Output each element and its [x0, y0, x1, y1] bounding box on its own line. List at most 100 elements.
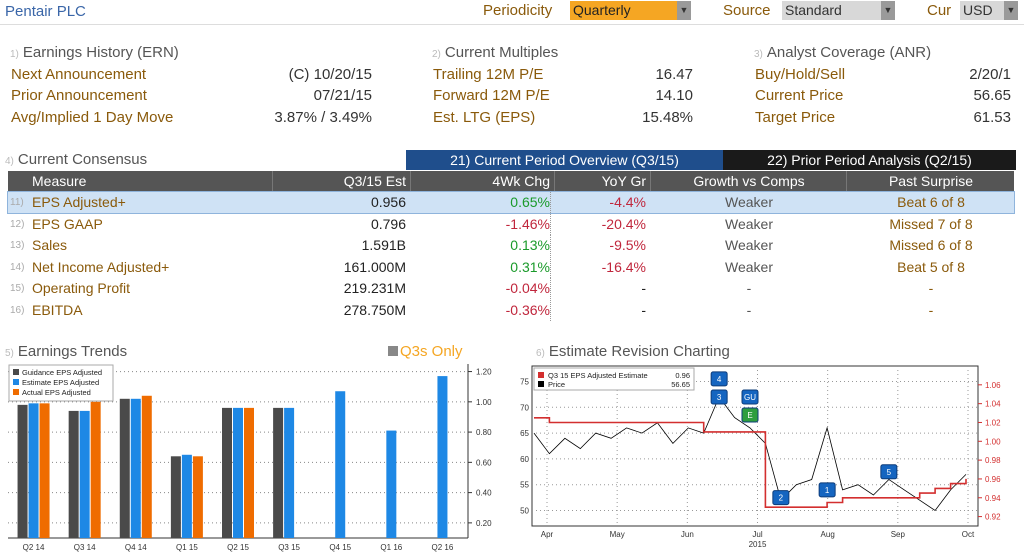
est-ltg-value: 15.48% — [642, 109, 693, 126]
growth-vs-comps-cell: Weaker — [725, 215, 773, 232]
measure-cell: Sales — [32, 237, 68, 253]
row-number: 13) — [10, 240, 25, 251]
row-number: 15) — [10, 283, 25, 294]
col-est[interactable]: Q3/15 Est — [343, 173, 406, 189]
row-number: 11) — [10, 197, 24, 208]
past-surprise-cell: - — [928, 301, 934, 318]
estimate-cell: 0.796 — [370, 215, 406, 232]
event-marker-label: 1 — [825, 486, 830, 495]
section-number: 5) — [5, 348, 14, 359]
prior-announcement-value: 07/21/15 — [313, 87, 372, 104]
legend-box — [8, 364, 114, 402]
header-divider — [0, 24, 1024, 25]
chevron-down-icon: ▼ — [881, 1, 895, 20]
measure-cell: EPS Adjusted+ — [32, 194, 126, 210]
left-tick-label: 60 — [520, 455, 529, 464]
next-announcement-value: (C) 10/20/15 — [288, 66, 372, 83]
estimate-revision-title[interactable]: 6) Estimate Revision Charting — [536, 343, 730, 360]
source-dropdown[interactable]: Standard ▼ — [782, 1, 895, 20]
x-tick-label: Q3 14 — [74, 543, 96, 552]
section-title: Estimate Revision Charting — [548, 343, 730, 360]
table-row[interactable]: 15) Operating Profit 219.231M -0.04% - - - — [8, 278, 1014, 299]
table-row[interactable]: 12) EPS GAAP 0.796 -1.46% -20.4% Weaker Missed… — [8, 213, 1014, 235]
x-tick-label: Q2 15 — [227, 543, 249, 552]
x-tick-label: Q4 15 — [329, 543, 351, 552]
event-marker-label: GU — [744, 393, 756, 402]
event-marker-label: E — [747, 411, 752, 420]
row-number: 12) — [10, 218, 25, 230]
buy-hold-sell-label: Buy/Hold/Sell — [755, 66, 846, 83]
earnings-history-title[interactable]: 1) Earnings History (ERN) — [10, 44, 179, 61]
bar — [192, 456, 203, 538]
estimate-cell: 219.231M — [343, 280, 406, 296]
measure-cell: EBITDA — [32, 301, 83, 318]
bar — [17, 404, 28, 538]
analyst-coverage-title[interactable]: 3) Analyst Coverage (ANR) — [754, 44, 931, 61]
x-tick-label: Jul — [752, 530, 762, 539]
table-row[interactable]: 11) EPS Adjusted+ 0.956 0.65% -4.4% Weaker Bea… — [7, 191, 1015, 214]
q3s-only-label: Q3s Only — [400, 343, 463, 360]
x-tick-label: May — [610, 530, 625, 539]
table-row[interactable]: 13) Sales 1.591B 0.13% -9.5% Weaker Missed 6 o… — [8, 235, 1014, 256]
four-week-change-cell: 0.31% — [412, 256, 551, 278]
yoy-growth-cell: - — [641, 301, 646, 318]
periodicity-label: Periodicity — [483, 2, 553, 19]
q3s-only-toggle[interactable]: Q3s Only — [388, 343, 463, 360]
bar — [79, 410, 90, 538]
bar — [181, 454, 192, 538]
bar — [39, 403, 50, 538]
past-surprise-cell: Beat 5 of 8 — [897, 258, 965, 275]
bar — [233, 407, 243, 538]
periodicity-dropdown[interactable]: Quarterly ▼ — [570, 1, 691, 20]
section-number: 4) — [5, 156, 14, 167]
day-move-label: Avg/Implied 1 Day Move — [11, 109, 174, 126]
right-tick-label: 0.98 — [985, 456, 1001, 465]
col-4wk-chg[interactable]: 4Wk Chg — [492, 173, 550, 189]
currency-dropdown[interactable]: USD ▼ — [960, 1, 1018, 20]
target-price-value: 61.53 — [973, 109, 1011, 126]
four-week-change-cell: 0.13% — [412, 235, 551, 256]
tab-prior-period[interactable]: 22) Prior Period Analysis (Q2/15) — [723, 150, 1016, 170]
right-tick-label: 0.92 — [985, 513, 1001, 522]
target-price-label: Target Price — [755, 109, 836, 126]
trailing-pe-label: Trailing 12M P/E — [433, 66, 544, 83]
col-growth-vs-comps[interactable]: Growth vs Comps — [693, 173, 805, 189]
event-marker-box — [710, 371, 728, 387]
left-tick-label: 50 — [520, 507, 529, 516]
source-value: Standard — [785, 2, 842, 18]
x-tick-label: Q3 15 — [278, 543, 300, 552]
bar — [244, 407, 254, 538]
event-marker-box — [710, 389, 728, 405]
est-ltg-label: Est. LTG (EPS) — [433, 109, 536, 126]
col-measure[interactable]: Measure — [32, 173, 87, 189]
left-tick-label: 75 — [520, 377, 529, 386]
measure-cell: EPS GAAP — [32, 215, 103, 232]
buy-hold-sell-value: 2/20/1 — [969, 66, 1011, 83]
tab-current-period[interactable]: 21) Current Period Overview (Q3/15) — [406, 150, 723, 170]
section-title: Earnings History (ERN) — [22, 44, 179, 61]
col-yoy-gr[interactable]: YoY Gr — [601, 173, 646, 189]
legend-swatch — [538, 372, 544, 378]
earnings-trends-title[interactable]: 5) Earnings Trends — [5, 343, 127, 360]
col-past-surprise[interactable]: Past Surprise — [888, 173, 974, 189]
event-marker: 4 — [710, 371, 728, 387]
y-tick-label: 1.00 — [476, 398, 492, 407]
table-row[interactable]: 16) EBITDA 278.750M -0.36% - - - — [8, 299, 1014, 321]
yoy-growth-cell: - — [641, 280, 646, 296]
consensus-title: 4) Current Consensus — [5, 151, 147, 168]
legend-label: Guidance EPS Adjusted — [22, 368, 102, 377]
forward-pe-label: Forward 12M P/E — [433, 87, 550, 104]
bar — [284, 407, 295, 538]
growth-vs-comps-cell: Weaker — [725, 258, 773, 275]
checkbox-icon — [388, 346, 398, 356]
next-announcement-label: Next Announcement — [11, 66, 147, 83]
bar — [90, 401, 101, 538]
four-week-change-cell: -0.04% — [412, 278, 551, 299]
row-number: 16) — [10, 304, 25, 316]
left-tick-label: 70 — [520, 403, 529, 412]
section-number: 3) — [754, 49, 763, 60]
event-marker-label: 5 — [887, 468, 892, 477]
current-multiples-title[interactable]: 2) Current Multiples — [432, 44, 558, 61]
legend-value: 56.65 — [671, 380, 690, 389]
table-row[interactable]: 14) Net Income Adjusted+ 161.000M 0.31% -16.… — [8, 256, 1014, 278]
